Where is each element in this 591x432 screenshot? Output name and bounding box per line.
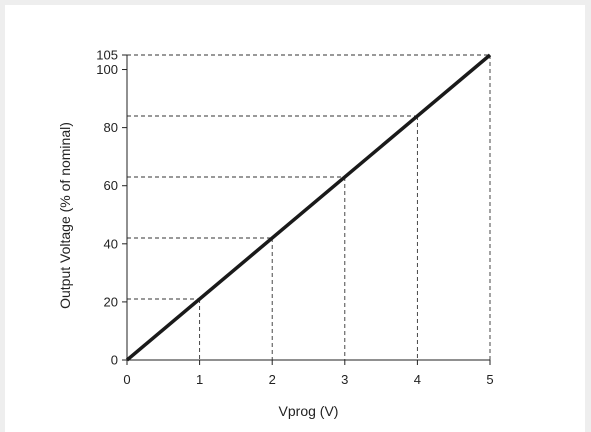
y-tick-label-20: 20 <box>104 294 118 309</box>
x-axis-title: Vprog (V) <box>279 403 339 419</box>
x-tick-label-4: 4 <box>414 372 421 387</box>
y-tick-label-60: 60 <box>104 178 118 193</box>
series <box>125 53 492 362</box>
y-tick-label-40: 40 <box>104 236 118 251</box>
x-ticks: 0 1 2 3 4 5 <box>123 360 494 387</box>
x-tick-label-1: 1 <box>196 372 203 387</box>
reference-lines <box>127 54 491 360</box>
series-line-0 <box>125 53 492 362</box>
y-axis-title: Output Voltage (% of nominal) <box>57 122 73 309</box>
y-tick-label-80: 80 <box>104 120 118 135</box>
y-tick-label-0: 0 <box>111 353 118 368</box>
x-tick-label-2: 2 <box>269 372 276 387</box>
axes <box>126 55 490 361</box>
y-tick-label-100: 100 <box>96 62 118 77</box>
x-tick-label-5: 5 <box>486 372 493 387</box>
y-tick-label-105: 105 <box>96 48 118 63</box>
x-tick-label-3: 3 <box>341 372 348 387</box>
x-tick-label-0: 0 <box>123 372 130 387</box>
